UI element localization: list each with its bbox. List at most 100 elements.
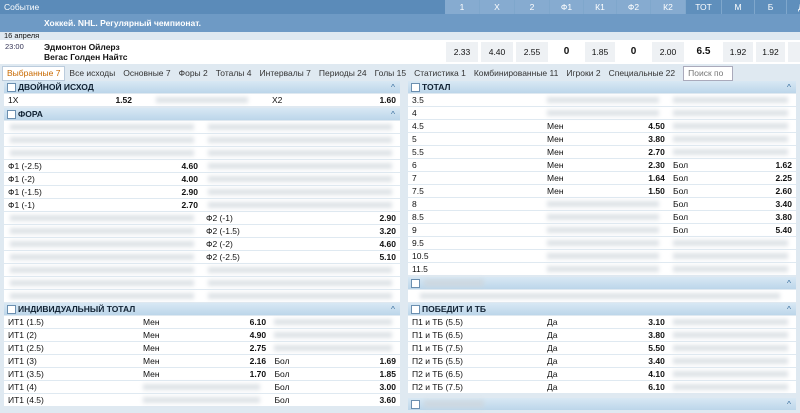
column-header: ДС bbox=[787, 0, 800, 14]
odd[interactable]: 1.50 bbox=[648, 186, 665, 196]
tab[interactable]: Комбинированные 11 bbox=[473, 67, 559, 78]
tab[interactable]: Все исходы bbox=[69, 67, 116, 78]
checkbox[interactable] bbox=[411, 400, 420, 409]
odd[interactable]: 3.60 bbox=[379, 395, 396, 405]
odd[interactable]: 1.60 bbox=[379, 95, 396, 105]
odd[interactable]: 3.40 bbox=[648, 356, 665, 366]
odd[interactable]: 1.52 bbox=[115, 95, 132, 105]
event-odd[interactable]: 2.00 bbox=[652, 42, 684, 62]
tab[interactable]: Выбранные 7 bbox=[2, 65, 66, 81]
odd[interactable]: 4.50 bbox=[648, 121, 665, 131]
outcome-name: Да bbox=[547, 356, 558, 366]
event-odd[interactable]: -8 bbox=[788, 42, 800, 62]
outcome-name: Мен bbox=[143, 356, 160, 366]
odd[interactable]: 3.10 bbox=[648, 317, 665, 327]
odd[interactable]: 1.64 bbox=[648, 173, 665, 183]
odd[interactable]: 3.80 bbox=[775, 212, 792, 222]
odd[interactable]: 6.10 bbox=[648, 382, 665, 392]
tab[interactable]: Основные 7 bbox=[123, 67, 171, 78]
odd[interactable]: 2.70 bbox=[181, 200, 198, 210]
outcome-name: Мен bbox=[547, 121, 564, 131]
blurred-content bbox=[673, 358, 788, 364]
odd[interactable]: 2.75 bbox=[249, 343, 267, 353]
blurred-content bbox=[10, 241, 194, 247]
blurred-content bbox=[547, 227, 659, 233]
row bbox=[408, 185, 796, 197]
checkbox[interactable] bbox=[7, 110, 16, 119]
odd[interactable]: 1.85 bbox=[379, 369, 396, 379]
outcome-name: Бол bbox=[274, 382, 290, 392]
odd[interactable]: 5.10 bbox=[379, 252, 396, 262]
checkbox[interactable] bbox=[7, 305, 16, 314]
team-name: Вегас Голден Найтс bbox=[44, 52, 128, 62]
outcome-label: 8.5 bbox=[412, 212, 424, 222]
tab[interactable]: Голы 15 bbox=[374, 67, 407, 78]
event-odd[interactable]: 0 bbox=[551, 42, 582, 62]
blurred-content bbox=[547, 266, 659, 272]
tab[interactable]: Статистика 1 bbox=[414, 67, 466, 78]
blurred-content bbox=[547, 201, 659, 207]
collapse-arrow: ^ bbox=[787, 304, 791, 314]
odd[interactable]: 3.80 bbox=[648, 134, 665, 144]
odd[interactable]: 2.60 bbox=[775, 186, 792, 196]
odd[interactable]: 1.62 bbox=[775, 160, 792, 170]
column-header: К2 bbox=[651, 0, 685, 14]
checkbox[interactable] bbox=[7, 83, 16, 92]
odd[interactable]: 2.25 bbox=[775, 173, 792, 183]
odd[interactable]: 4.60 bbox=[379, 239, 396, 249]
blurred-content bbox=[673, 97, 788, 103]
tab[interactable]: Специальные 22 bbox=[608, 67, 676, 78]
blurred-content bbox=[10, 215, 194, 221]
event-odd[interactable]: 1.92 bbox=[723, 42, 753, 62]
odd[interactable]: 5.40 bbox=[775, 225, 792, 235]
outcome-label: ИТ1 (4.5) bbox=[8, 395, 44, 405]
search-input[interactable]: Поиск по bbox=[683, 65, 734, 81]
column-header: Б bbox=[755, 0, 786, 14]
blurred-content bbox=[208, 267, 392, 273]
outcome-label: 4 bbox=[412, 108, 417, 118]
odd[interactable]: 4.90 bbox=[249, 330, 267, 340]
event-odd[interactable]: 1.92 bbox=[756, 42, 785, 62]
outcome-label: Ф2 (-1) bbox=[206, 213, 233, 223]
column-header: ТОТ bbox=[686, 0, 721, 14]
event-odd[interactable]: 6.5 bbox=[687, 42, 720, 62]
blurred-content bbox=[673, 384, 788, 390]
odd[interactable]: 2.30 bbox=[648, 160, 665, 170]
event-odd[interactable]: 2.55 bbox=[516, 42, 548, 62]
odd[interactable]: 5.50 bbox=[648, 343, 665, 353]
tab[interactable]: Периоды 24 bbox=[318, 67, 367, 78]
outcome-label: П1 и ТБ (7.5) bbox=[412, 343, 463, 353]
odd[interactable]: 4.10 bbox=[648, 369, 665, 379]
event-odd[interactable]: 4.40 bbox=[481, 42, 513, 62]
checkbox[interactable] bbox=[411, 279, 420, 288]
odd[interactable]: 3.00 bbox=[379, 382, 396, 392]
odd[interactable]: 1.69 bbox=[379, 356, 396, 366]
event-odd[interactable]: 1.85 bbox=[585, 42, 615, 62]
tab[interactable]: Интервалы 7 bbox=[259, 67, 311, 78]
outcome-name: Мен bbox=[143, 330, 160, 340]
tab[interactable]: Форы 2 bbox=[178, 67, 208, 78]
blurred-content bbox=[208, 137, 392, 143]
checkbox[interactable] bbox=[411, 305, 420, 314]
odd[interactable]: 3.20 bbox=[379, 226, 396, 236]
checkbox[interactable] bbox=[411, 83, 420, 92]
tab[interactable]: Игроки 2 bbox=[566, 67, 601, 78]
tab[interactable]: Тоталы 4 bbox=[215, 67, 252, 78]
odd[interactable]: 1.70 bbox=[249, 369, 267, 379]
odd[interactable]: 2.70 bbox=[648, 147, 665, 157]
outcome-name: Мен bbox=[547, 160, 564, 170]
odd[interactable]: 2.90 bbox=[379, 213, 396, 223]
odd[interactable]: 4.00 bbox=[181, 174, 198, 184]
odd[interactable]: 4.60 bbox=[181, 161, 198, 171]
blurred-content bbox=[208, 293, 392, 299]
event-odd[interactable]: 0 bbox=[618, 42, 649, 62]
outcome-label: 1X bbox=[8, 95, 19, 105]
odd[interactable]: 6.10 bbox=[249, 317, 267, 327]
outcome-label: ИТ1 (4) bbox=[8, 382, 37, 392]
odd[interactable]: 2.90 bbox=[181, 187, 198, 197]
odd[interactable]: 3.80 bbox=[648, 330, 665, 340]
blurred-content bbox=[10, 137, 194, 143]
odd[interactable]: 3.40 bbox=[775, 199, 792, 209]
odd[interactable]: 2.16 bbox=[249, 356, 267, 366]
event-odd[interactable]: 2.33 bbox=[446, 42, 478, 62]
